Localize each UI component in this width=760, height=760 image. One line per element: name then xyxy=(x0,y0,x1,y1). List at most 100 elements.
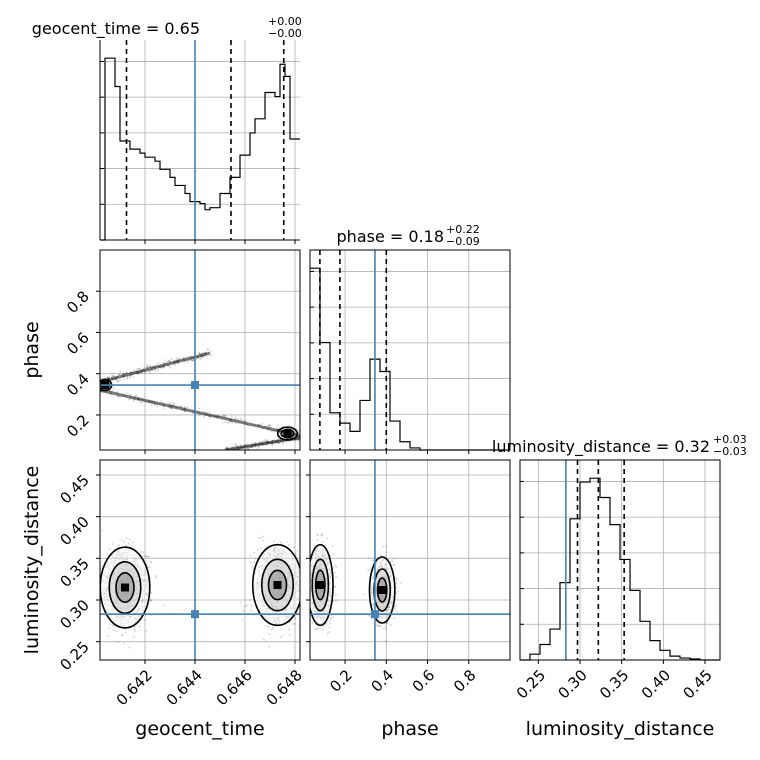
sample-point xyxy=(149,364,152,367)
sample-point xyxy=(162,361,164,364)
sample-point xyxy=(243,605,246,608)
sample-point xyxy=(314,628,317,631)
sample-point xyxy=(156,405,159,408)
sample-point xyxy=(150,591,153,594)
sample-point xyxy=(110,375,113,378)
sample-point xyxy=(97,380,99,382)
sample-point xyxy=(230,415,233,418)
sample-point xyxy=(133,369,136,372)
truth-marker xyxy=(191,381,199,390)
sample-point xyxy=(208,416,211,419)
sample-point xyxy=(304,574,306,576)
sample-point xyxy=(147,556,150,558)
sample-point xyxy=(144,372,147,374)
sample-point xyxy=(362,593,365,596)
sample-point xyxy=(313,544,316,547)
sample-point xyxy=(264,625,267,627)
sample-point xyxy=(305,573,307,575)
sample-point xyxy=(140,550,143,553)
sample-point xyxy=(335,575,337,578)
sample-point xyxy=(148,365,151,368)
sample-point xyxy=(272,540,275,543)
x-tick-label: 0.2 xyxy=(326,666,356,696)
density-peak xyxy=(316,581,325,589)
sample-point xyxy=(116,380,119,383)
sample-point xyxy=(129,538,131,541)
sample-point xyxy=(98,377,100,379)
sample-point xyxy=(95,559,97,561)
sample-point xyxy=(154,574,157,577)
sample-point xyxy=(302,582,304,584)
title-luminosity-distance: luminosity_distance = 0.32 xyxy=(492,437,710,457)
sample-point xyxy=(253,551,256,554)
title-geocent-time-plus: +0.00 xyxy=(268,15,302,28)
sample-point xyxy=(148,566,151,569)
sample-point xyxy=(171,357,174,360)
sample-point xyxy=(111,543,114,545)
sample-point xyxy=(308,582,310,584)
sample-point xyxy=(307,597,309,599)
sample-point xyxy=(316,627,319,630)
sample-point xyxy=(266,438,269,441)
panel-frame xyxy=(99,459,301,661)
sample-point xyxy=(118,379,121,382)
sample-point xyxy=(316,534,319,537)
sample-point xyxy=(186,406,189,409)
titles: geocent_time = 0.65 +0.00 −0.00 phase = … xyxy=(32,15,747,458)
y-tick-label: 0.30 xyxy=(56,596,92,632)
sample-point xyxy=(395,578,398,581)
density-layer xyxy=(95,529,306,649)
sample-point xyxy=(267,424,270,427)
panels: 0.642 0.644 0.646 0.648 0.2 0.4 0.6 0.8 0.25 0.30… xyxy=(56,40,721,709)
sample-point xyxy=(172,403,175,406)
sample-point xyxy=(174,364,176,366)
sample-point xyxy=(326,632,329,635)
panel-frame xyxy=(99,249,301,451)
sample-point xyxy=(154,576,157,579)
sample-point xyxy=(240,418,243,421)
sample-point xyxy=(209,411,211,413)
sample-point xyxy=(247,447,250,450)
sample-point xyxy=(226,421,228,424)
sample-point xyxy=(262,440,265,442)
sample-point xyxy=(385,551,388,554)
sample-point xyxy=(257,445,259,448)
sample-point xyxy=(139,400,142,403)
sample-point xyxy=(334,564,336,567)
sample-point xyxy=(271,626,274,629)
sample-point xyxy=(96,383,98,385)
sample-point xyxy=(96,591,98,593)
sample-point xyxy=(207,348,209,351)
x-tick-label: 0.648 xyxy=(263,666,306,709)
sample-point xyxy=(246,447,249,450)
sample-point xyxy=(261,422,263,425)
sample-point xyxy=(281,442,284,444)
sample-point xyxy=(169,359,172,361)
sample-point xyxy=(118,373,121,376)
sample-point xyxy=(400,581,402,584)
sample-point xyxy=(392,557,395,560)
sample-point xyxy=(332,566,335,569)
sample-point xyxy=(135,369,138,371)
sample-point xyxy=(257,445,260,448)
sample-point xyxy=(268,633,271,635)
sample-point xyxy=(258,440,261,443)
hist-panel-luminosity-distance xyxy=(519,459,721,664)
sample-point xyxy=(170,402,173,404)
sample-point xyxy=(305,604,307,606)
panel-frame xyxy=(309,459,511,661)
sample-point xyxy=(334,585,337,588)
sample-point xyxy=(279,541,282,543)
density-ridge xyxy=(100,388,300,438)
sample-point xyxy=(132,375,135,378)
sample-point xyxy=(104,614,107,617)
sample-point xyxy=(106,553,109,555)
sample-point xyxy=(231,422,233,424)
sample-point xyxy=(141,555,144,558)
sample-point xyxy=(393,617,396,620)
sample-point xyxy=(245,604,248,607)
sample-point xyxy=(106,376,109,379)
sample-point xyxy=(386,622,389,625)
sample-point xyxy=(167,360,169,363)
